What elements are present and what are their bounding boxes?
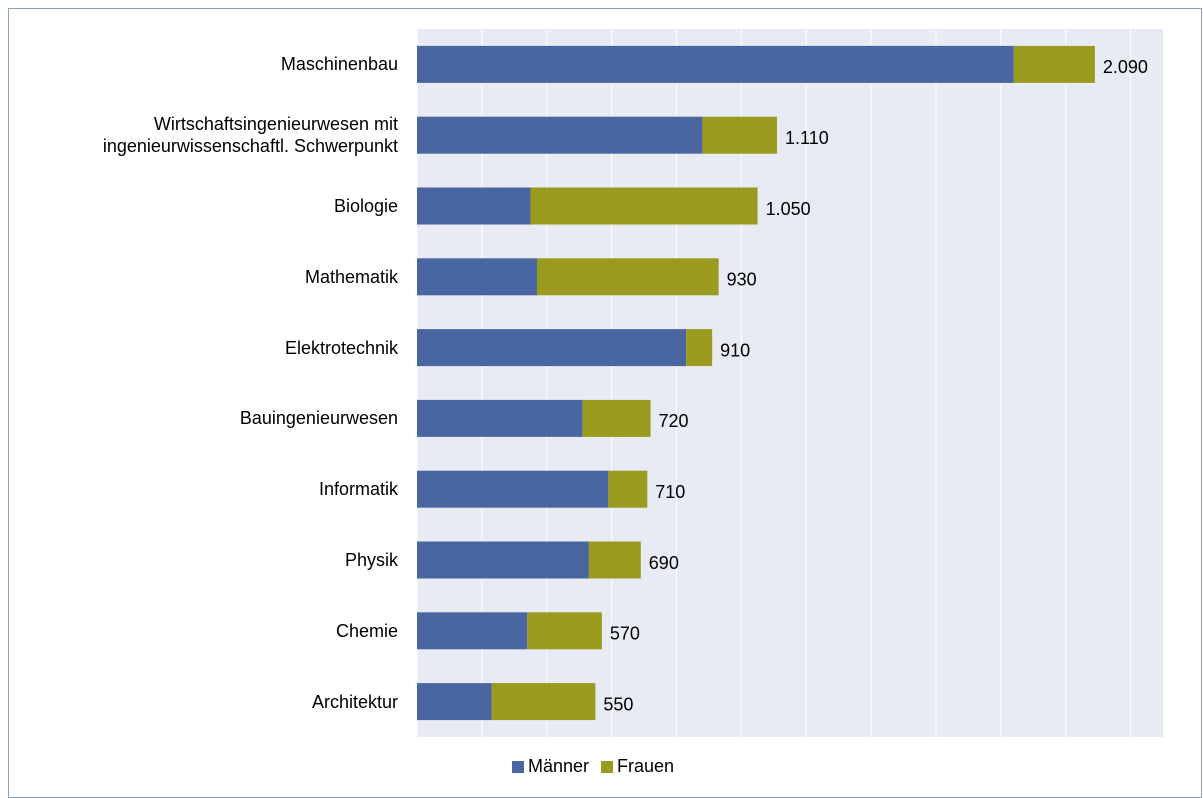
bar-segment [417,399,583,437]
y-tick-label: Bauingenieurwesen [239,408,398,429]
y-tick-label: Physik [344,550,398,570]
y-tick-label: Biologie [333,196,398,216]
legend-swatch [512,761,524,773]
y-tick-label: Maschinenbau [280,54,398,75]
total-label: 710 [655,482,685,502]
bar-segment [537,258,719,296]
total-label: 550 [603,694,633,714]
bar-segment [417,683,492,721]
bar-segment [491,683,596,721]
bar-segment [417,187,531,225]
bar-segment [417,258,538,296]
bar-segment [417,45,1014,83]
legend-swatch [601,761,614,773]
y-tick-label: Elektrotechnik [284,337,398,358]
total-label: 720 [659,411,689,431]
bar-segment [417,470,609,508]
total-label: 1.050 [766,199,811,219]
bar-segment [702,116,778,154]
total-label: 570 [610,624,640,644]
bar-segment [1013,45,1095,83]
total-label: 910 [720,340,750,360]
total-label: 1.110 [785,128,829,148]
total-label: 2.090 [1103,57,1148,77]
legend-label: Männer [528,756,589,776]
bar-segment [608,470,648,508]
y-tick-label: Mathematik [304,266,398,287]
bar-segment [417,612,528,650]
bar-segment [417,329,687,367]
bar-segment [686,329,713,367]
bar-segment [527,612,602,650]
legend-label: Frauen [617,756,674,776]
y-tick-label: Architektur [311,691,398,712]
bar-segment [530,187,758,225]
bar-segment [417,116,703,154]
bar-segment [588,541,641,579]
bar-segment [417,541,589,579]
total-label: 690 [649,553,679,573]
bar-segment [582,399,651,437]
y-tick-label: Chemie [335,620,398,641]
y-tick-label: Wirtschaftsingenieurwesen mit ingenieurw… [102,114,398,157]
total-label: 930 [727,270,757,290]
y-tick-label: Informatik [318,479,398,500]
